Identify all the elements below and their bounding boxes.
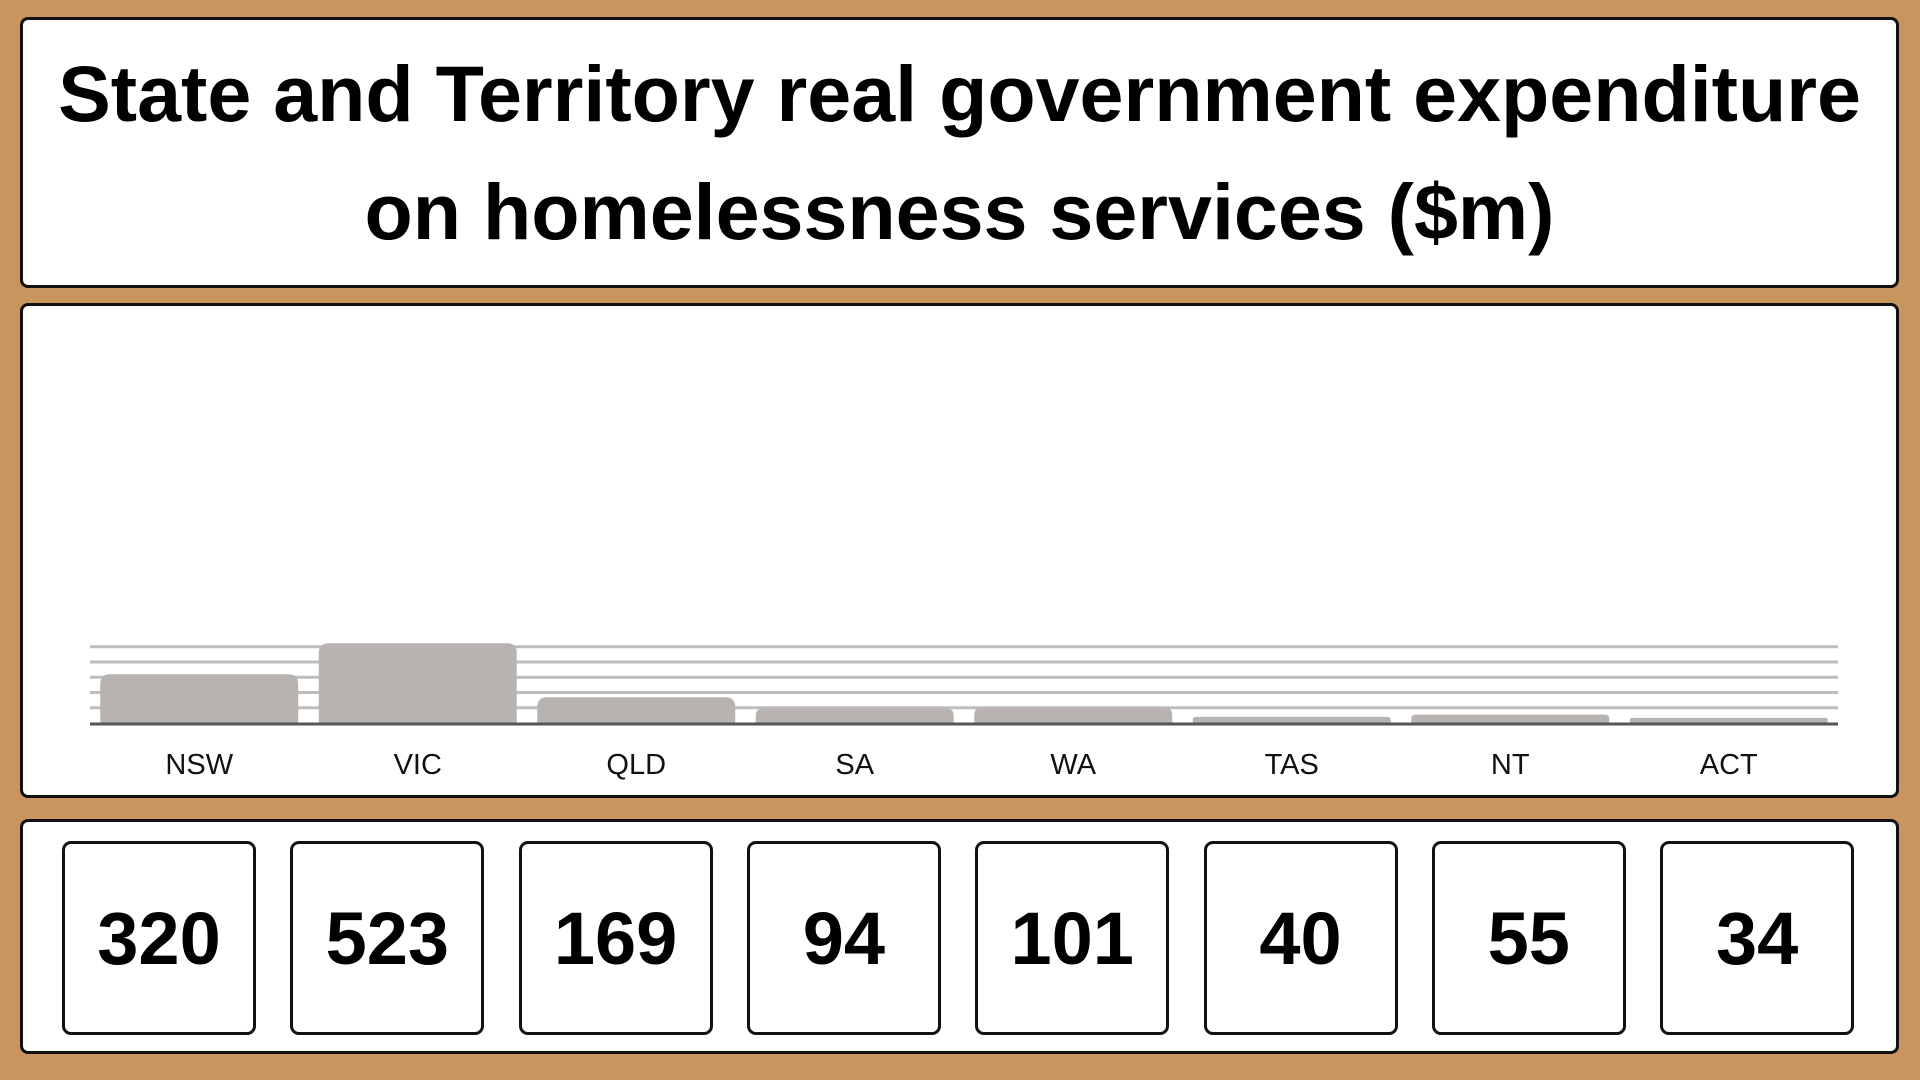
x-tick-label: WA (1050, 749, 1096, 781)
value-label: 94 (802, 896, 886, 980)
value-box-qld: 169 (518, 841, 713, 1035)
value-label: 34 (1715, 896, 1799, 980)
x-tick-label: QLD (606, 749, 666, 781)
bar-chart: NSW VIC QLD SA WA TAS NT ACT (90, 643, 1838, 781)
value-box-vic: 523 (290, 841, 485, 1035)
bar-nt (1411, 714, 1610, 723)
value-box-wa: 101 (975, 841, 1170, 1035)
x-tick-label: VIC (394, 749, 442, 781)
bar-wa (974, 707, 1173, 723)
x-tick-label: SA (835, 749, 874, 781)
x-tick-label: TAS (1265, 749, 1319, 781)
bar-vic (318, 643, 517, 723)
chart-title: State and Territory real government expe… (58, 48, 1861, 256)
x-tick-label: NT (1491, 749, 1530, 781)
x-tick-label: NSW (165, 749, 233, 781)
value-label: 40 (1259, 896, 1342, 980)
bar-nsw (100, 674, 299, 723)
x-tick-label: ACT (1700, 749, 1758, 781)
title-panel: State and Territory real government expe… (20, 17, 1899, 288)
value-box-sa: 94 (746, 841, 941, 1035)
bar-tas (1192, 716, 1391, 723)
value-label: 523 (325, 896, 450, 980)
value-label: 320 (97, 896, 221, 980)
value-box-nt: 55 (1431, 841, 1626, 1035)
bar-sa (755, 708, 954, 723)
value-boxes-panel: 320 523 169 94 101 40 55 34 (20, 819, 1899, 1054)
bar-qld (537, 697, 736, 723)
value-box-act: 34 (1660, 841, 1855, 1035)
value-box-tas: 40 (1203, 841, 1398, 1035)
bar-act (1629, 717, 1828, 723)
value-label: 101 (1010, 896, 1134, 980)
value-label: 55 (1487, 896, 1570, 980)
chart-panel: NSW VIC QLD SA WA TAS NT ACT (20, 303, 1899, 798)
value-label: 169 (553, 896, 678, 980)
value-box-nsw: 320 (62, 841, 256, 1035)
